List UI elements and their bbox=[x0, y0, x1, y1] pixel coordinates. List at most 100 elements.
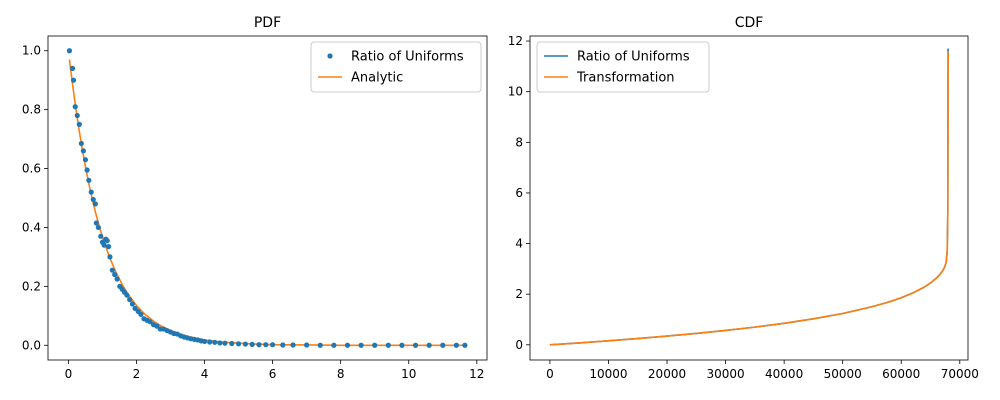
legend-box bbox=[310, 41, 482, 93]
x-tick-label: 40000 bbox=[765, 367, 803, 381]
data-point bbox=[124, 292, 130, 298]
data-point bbox=[72, 104, 78, 110]
data-point bbox=[453, 342, 459, 348]
data-point bbox=[201, 338, 208, 345]
x-tick-label: 0 bbox=[546, 367, 554, 381]
data-point bbox=[90, 196, 96, 203]
legend-label: Ratio of Uniforms bbox=[577, 50, 690, 65]
legend: Ratio of Uniforms Analytic bbox=[310, 41, 482, 93]
x-tick-label: 10 bbox=[401, 367, 416, 381]
data-point bbox=[440, 342, 446, 348]
legend-label: Analytic bbox=[351, 71, 403, 86]
y-tick-label: 10 bbox=[508, 85, 523, 99]
x-tick-label: 12 bbox=[469, 367, 484, 381]
data-point bbox=[70, 77, 77, 83]
data-point bbox=[280, 342, 286, 348]
data-point bbox=[129, 301, 135, 307]
x-tick-label: 20000 bbox=[648, 367, 686, 381]
data-point bbox=[86, 177, 92, 183]
data-point bbox=[385, 342, 391, 348]
data-point bbox=[127, 297, 133, 303]
data-point bbox=[104, 238, 110, 244]
chart-title: CDF bbox=[735, 15, 764, 31]
x-tick-label: 0 bbox=[65, 367, 73, 381]
series-line bbox=[549, 51, 949, 346]
data-point bbox=[358, 342, 364, 348]
data-point bbox=[93, 220, 99, 226]
data-point bbox=[207, 339, 213, 345]
data-point bbox=[69, 65, 76, 71]
data-point bbox=[112, 271, 118, 278]
data-point bbox=[95, 224, 101, 231]
x-tick-label: 70000 bbox=[941, 367, 979, 381]
data-point bbox=[249, 341, 255, 347]
data-point bbox=[399, 342, 405, 348]
data-point bbox=[114, 276, 120, 282]
data-point bbox=[84, 167, 90, 173]
plot-area bbox=[549, 48, 949, 346]
data-point bbox=[82, 157, 89, 163]
data-point bbox=[222, 340, 228, 346]
data-point bbox=[80, 148, 86, 154]
legend-label: Transformation bbox=[576, 71, 675, 86]
data-point bbox=[212, 339, 218, 345]
y-tick-label: 2 bbox=[515, 287, 523, 301]
x-tick-label: 8 bbox=[337, 367, 345, 381]
data-point bbox=[78, 140, 84, 147]
y-tick-label: 8 bbox=[515, 135, 523, 149]
y-tick-label: 0 bbox=[515, 338, 523, 352]
data-point bbox=[304, 342, 310, 348]
data-point bbox=[462, 342, 468, 348]
plot-area bbox=[66, 48, 468, 348]
data-point bbox=[88, 189, 94, 195]
legend-box bbox=[536, 41, 710, 93]
data-point bbox=[217, 340, 223, 346]
data-point bbox=[74, 112, 80, 119]
pdf-panel: PDF 0 2 4 6 8 10 12 0.0 0.2 0.4 0.6 0.8 1.0 Ratio of U… bbox=[22, 15, 488, 381]
axes-frame bbox=[47, 35, 488, 361]
legend-swatch bbox=[327, 53, 333, 59]
data-point bbox=[154, 323, 160, 329]
x-tick-label: 2 bbox=[133, 367, 141, 381]
x-tick-label: 30000 bbox=[706, 367, 744, 381]
y-tick-label: 4 bbox=[515, 237, 523, 251]
data-point bbox=[101, 242, 107, 248]
y-tick-label: 12 bbox=[508, 34, 523, 48]
data-point bbox=[256, 342, 262, 348]
data-point bbox=[344, 342, 351, 348]
series-line bbox=[549, 48, 949, 346]
y-tick-label: 0.2 bbox=[22, 279, 41, 293]
x-tick-label: 4 bbox=[201, 367, 209, 381]
data-point bbox=[109, 267, 115, 273]
y-tick-label: 1.0 bbox=[22, 44, 41, 58]
data-point bbox=[331, 342, 337, 348]
data-point bbox=[138, 311, 144, 317]
data-point bbox=[270, 342, 276, 348]
x-tick-label: 50000 bbox=[824, 367, 862, 381]
x-tick-label: 60000 bbox=[882, 367, 920, 381]
x-tick-label: 6 bbox=[269, 367, 277, 381]
data-point bbox=[76, 121, 82, 127]
legend-label: Ratio of Uniforms bbox=[351, 50, 464, 65]
y-tick-label: 0.0 bbox=[22, 338, 41, 352]
data-point bbox=[147, 319, 153, 325]
axes-frame bbox=[529, 35, 969, 361]
chart-title: PDF bbox=[254, 15, 281, 31]
series-line bbox=[68, 59, 465, 347]
data-point bbox=[290, 342, 296, 348]
data-point bbox=[412, 342, 419, 348]
data-point bbox=[317, 342, 323, 348]
data-point bbox=[229, 340, 235, 347]
data-point bbox=[105, 244, 112, 250]
data-point bbox=[92, 201, 98, 207]
y-tick-label: 0.4 bbox=[22, 220, 41, 234]
data-point bbox=[242, 341, 248, 347]
data-point bbox=[426, 342, 432, 348]
y-tick-label: 0.6 bbox=[22, 162, 41, 176]
data-point bbox=[235, 341, 242, 347]
data-point bbox=[66, 48, 73, 54]
y-tick-label: 0.8 bbox=[22, 103, 41, 117]
data-point bbox=[107, 254, 113, 260]
cdf-panel: CDF 0 10000 20000 30000 40000 50000 60000 70000 0… bbox=[508, 15, 979, 381]
